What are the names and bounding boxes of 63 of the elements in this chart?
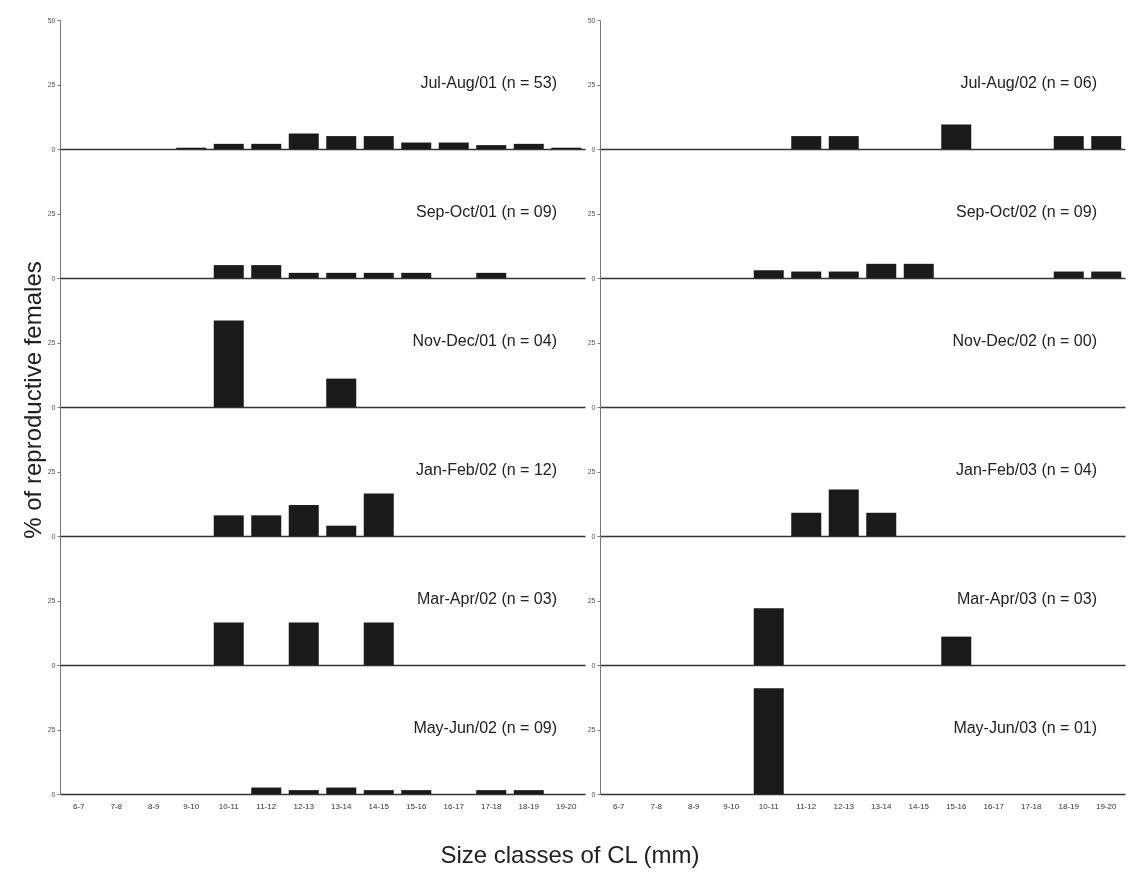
bar — [1053, 271, 1084, 278]
bar — [438, 142, 469, 149]
x-tick-label: 11-12 — [256, 801, 277, 811]
bar — [513, 143, 544, 149]
bar — [251, 515, 282, 536]
x-tick-label: 13-14 — [871, 801, 893, 811]
x-tick-label: 17-18 — [481, 801, 503, 811]
bar — [401, 142, 432, 149]
x-tick-label: 12-13 — [293, 801, 315, 811]
annotation: May-Jun/02 (n = 09) — [413, 719, 557, 736]
x-tick-label: 19-20 — [1096, 801, 1118, 811]
bar — [753, 270, 784, 278]
x-tick-label: 10-11 — [758, 801, 780, 811]
annotation: Nov-Dec/01 (n = 04) — [412, 332, 557, 349]
x-tick-label: 6-7 — [612, 801, 626, 811]
annotation: Jan-Feb/03 (n = 04) — [956, 461, 1097, 478]
bar — [903, 263, 934, 278]
x-tick-label: 14-15 — [908, 801, 930, 811]
bar — [866, 263, 897, 278]
bar — [213, 143, 244, 149]
annotation: Sep-Oct/02 (n = 09) — [956, 203, 1097, 220]
bar — [213, 515, 244, 536]
x-tick-label: 19-20 — [556, 801, 578, 811]
bar — [828, 271, 859, 278]
x-tick-label: 15-16 — [406, 801, 428, 811]
x-tick-label: 17-18 — [1021, 801, 1043, 811]
annotation: May-Jun/03 (n = 01) — [953, 719, 1097, 736]
x-tick-label: 7-8 — [650, 801, 663, 811]
bar — [476, 145, 507, 149]
x-tick-label: 16-17 — [443, 801, 465, 811]
annotation: Mar-Apr/03 (n = 03) — [956, 590, 1097, 607]
bar — [363, 493, 394, 536]
annotation: Mar-Apr/02 (n = 03) — [416, 590, 557, 607]
x-tick-label: 15-16 — [946, 801, 968, 811]
x-tick-label: 8-9 — [147, 801, 161, 811]
x-tick-label: 18-19 — [518, 801, 540, 811]
x-tick-label: 9-10 — [183, 801, 200, 811]
bar — [326, 136, 357, 149]
x-tick-label: 13-14 — [331, 801, 353, 811]
bar — [251, 143, 282, 149]
x-tick-label: 8-9 — [687, 801, 701, 811]
x-tick-label: 12-13 — [833, 801, 855, 811]
bar — [363, 136, 394, 149]
bar — [288, 505, 319, 536]
x-tick-label: 9-10 — [723, 801, 740, 811]
annotation: Jul-Aug/02 (n = 06) — [960, 74, 1097, 91]
annotation: Sep-Oct/01 (n = 09) — [416, 203, 557, 220]
annotation: Jul-Aug/01 (n = 53) — [420, 74, 557, 91]
bar — [1091, 271, 1122, 278]
x-tick-label: 11-12 — [796, 801, 817, 811]
bar — [791, 271, 822, 278]
annotation: Nov-Dec/02 (n = 00) — [952, 332, 1097, 349]
x-tick-label: 14-15 — [368, 801, 390, 811]
x-tick-label: 10-11 — [218, 801, 240, 811]
bar — [288, 133, 319, 149]
x-tick-label: 6-7 — [72, 801, 86, 811]
x-axis-title: Size classes of CL (mm) — [440, 841, 700, 869]
x-tick-label: 16-17 — [983, 801, 1005, 811]
x-tick-label: 18-19 — [1058, 801, 1080, 811]
x-tick-label: 7-8 — [110, 801, 123, 811]
y-axis-title: % of reproductive females — [19, 261, 47, 539]
bar — [326, 525, 357, 536]
annotation: Jan-Feb/02 (n = 12) — [416, 461, 557, 478]
